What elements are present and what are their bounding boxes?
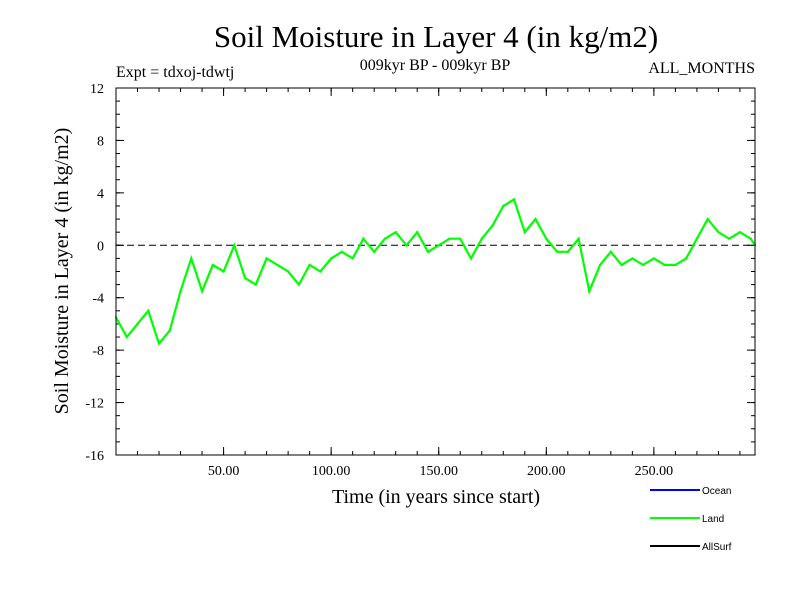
y-tick-label: 12 xyxy=(90,82,104,97)
data-point xyxy=(523,230,526,234)
data-point xyxy=(469,257,473,260)
data-point xyxy=(136,322,139,326)
data-point xyxy=(168,329,171,332)
data-point xyxy=(738,230,742,234)
data-point xyxy=(749,237,752,240)
data-point xyxy=(502,204,505,208)
x-tick-label: 50.00 xyxy=(208,464,240,479)
legend-label-allsurf: AllSurf xyxy=(702,542,732,553)
data-point xyxy=(566,250,570,254)
data-point xyxy=(351,257,354,260)
data-point xyxy=(297,283,301,286)
y-tick-label: 8 xyxy=(97,134,104,149)
data-point xyxy=(233,244,236,247)
data-point xyxy=(684,257,688,260)
y-tick-label: -12 xyxy=(85,397,104,412)
legend-label-land: Land xyxy=(702,514,724,525)
data-point xyxy=(416,230,419,234)
chart-subtitle-center: 009kyr BP - 009kyr BP xyxy=(360,57,511,74)
data-point xyxy=(254,283,258,286)
data-point xyxy=(157,342,161,345)
data-point xyxy=(727,237,731,240)
data-point xyxy=(695,237,699,240)
data-point xyxy=(276,263,279,267)
data-point xyxy=(588,289,591,293)
data-point xyxy=(534,217,537,221)
data-point xyxy=(545,237,548,240)
x-tick-label: 200.00 xyxy=(527,464,566,479)
data-point xyxy=(211,263,215,267)
minor-ticks xyxy=(116,87,755,456)
data-point xyxy=(620,263,623,267)
data-point xyxy=(200,289,204,293)
legend: Ocean Land AllSurf xyxy=(650,486,732,553)
data-point xyxy=(577,237,580,240)
data-point xyxy=(426,250,430,254)
chart-subtitle-right: ALL_MONTHS xyxy=(648,60,755,77)
data-point xyxy=(190,257,193,260)
data-point xyxy=(372,250,376,254)
data-point xyxy=(555,250,559,254)
y-tick-label: 4 xyxy=(97,187,104,202)
data-point xyxy=(706,217,709,221)
data-point xyxy=(480,237,483,240)
y-tick-label: -16 xyxy=(85,449,104,464)
data-point xyxy=(394,230,397,234)
data-point xyxy=(286,270,290,273)
y-tick-label: -4 xyxy=(92,292,104,307)
data-point xyxy=(663,263,666,267)
data-point xyxy=(179,289,182,293)
y-tick-label: -8 xyxy=(92,344,104,359)
data-point xyxy=(459,237,462,240)
y-tick-label: 0 xyxy=(97,239,104,254)
data-point xyxy=(631,257,634,260)
data-point xyxy=(405,244,408,247)
plot-frame xyxy=(115,87,756,456)
data-point xyxy=(598,263,602,267)
x-tick-label: 250.00 xyxy=(635,464,674,479)
y-axis-label: Soil Moisture in Layer 4 (in kg/m2) xyxy=(51,128,73,415)
data-point xyxy=(340,250,344,254)
data-point xyxy=(265,257,268,260)
x-axis-label: Time (in years since start) xyxy=(332,486,540,508)
data-point xyxy=(362,237,365,240)
data-point xyxy=(222,270,225,273)
data-point xyxy=(491,224,494,227)
x-tick-label: 100.00 xyxy=(312,464,351,479)
data-point xyxy=(125,335,128,339)
plot-area: 50.00 100.00 150.00 200.00 250.00 -16 -12 -8 -4 0… xyxy=(85,82,757,479)
legend-label-ocean: Ocean xyxy=(702,486,731,497)
data-point xyxy=(674,263,677,267)
data-point xyxy=(319,270,322,273)
data-point xyxy=(383,237,387,240)
data-point xyxy=(652,257,656,260)
data-point xyxy=(609,250,613,254)
data-point xyxy=(641,263,645,267)
data-point xyxy=(243,276,247,280)
series-line-land xyxy=(115,197,756,346)
data-point xyxy=(512,198,516,201)
data-point xyxy=(329,257,333,260)
x-tick-label: 150.00 xyxy=(419,464,458,479)
data-point xyxy=(437,244,440,247)
chart-title: Soil Moisture in Layer 4 (in kg/m2) xyxy=(214,19,658,54)
data-point xyxy=(717,230,720,234)
data-point xyxy=(308,263,311,267)
data-point xyxy=(448,237,451,240)
chart-subtitle-left: Expt = tdxoj-tdwtj xyxy=(116,64,234,81)
data-point xyxy=(147,309,150,313)
